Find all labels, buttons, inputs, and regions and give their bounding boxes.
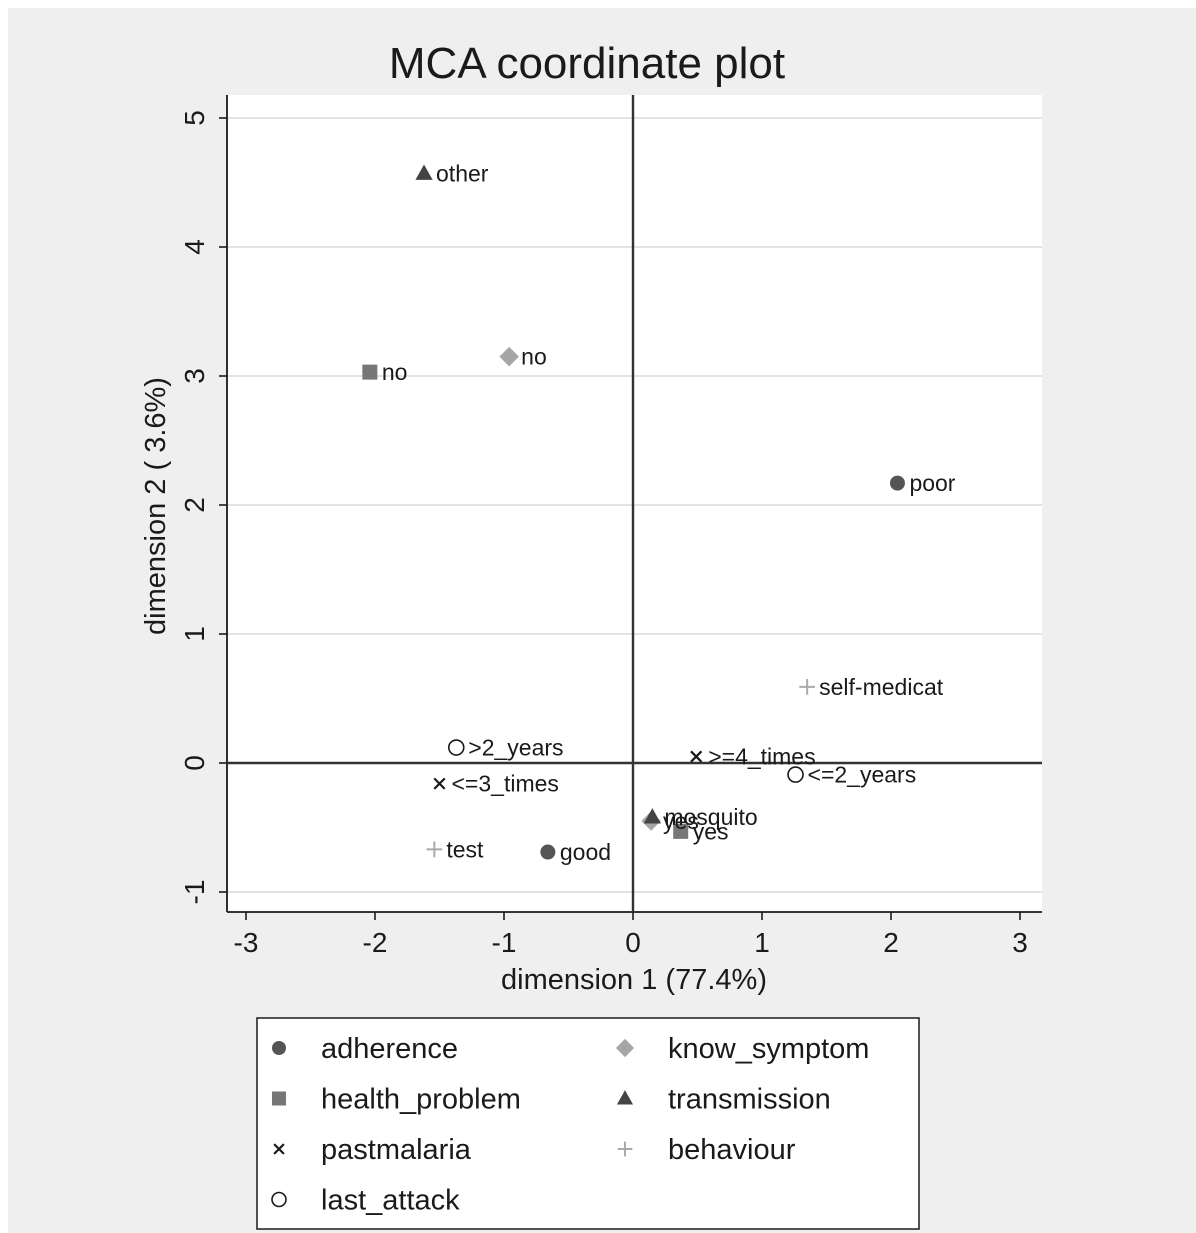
point-adherence [540, 844, 556, 860]
point-label-know_symptom: no [521, 344, 547, 370]
legend-marker-last_attack [271, 1191, 287, 1208]
y-tick-label: 0 [179, 755, 210, 771]
x-tick-label: 0 [625, 927, 641, 958]
x-tick-label: -2 [363, 927, 388, 958]
y-tick-label: 2 [179, 497, 210, 513]
point-transmission [415, 164, 433, 180]
point-label-transmission: mosquito [664, 804, 757, 830]
data-points: poor good no yes >=4_times <=3_times >2_years <… [362, 161, 956, 865]
legend-marker-pastmalaria [273, 1143, 285, 1155]
point-label-last_attack: <=2_years [808, 762, 917, 788]
point-behaviour [426, 841, 443, 858]
point-pastmalaria [690, 750, 703, 763]
legend-marker-know_symptom [615, 1038, 635, 1058]
chart-frame: -1 0 1 2 3 4 5 -3 -2 -1 0 1 2 3 poor good no yes >=4_time… [8, 8, 1196, 1233]
legend-marker-health_problem [272, 1091, 286, 1106]
x-axis-title: dimension 1 (77.4%) [501, 964, 767, 996]
x-tick-label: -1 [492, 927, 517, 958]
y-tick-label: 3 [179, 368, 210, 384]
legend-label-last_attack: last_attack [321, 1185, 460, 1217]
y-axis-title: dimension 2 ( 3.6%) [140, 377, 172, 635]
y-tick-label: 1 [179, 626, 210, 642]
point-label-behaviour: self-medicat [819, 674, 944, 700]
y-tick-label: -1 [179, 880, 210, 905]
point-label-pastmalaria: >=4_times [708, 744, 815, 770]
point-label-adherence: poor [909, 470, 955, 496]
point-last_attack [787, 766, 804, 783]
point-label-health_problem: no [382, 359, 408, 385]
point-health_problem [362, 364, 378, 380]
legend-box [256, 1017, 920, 1230]
point-label-transmission: other [436, 161, 489, 187]
point-label-last_attack: >2_years [468, 735, 563, 761]
legend-label-pastmalaria: pastmalaria [321, 1134, 472, 1166]
legend-label-transmission: transmission [668, 1084, 831, 1116]
point-label-pastmalaria: <=3_times [452, 771, 559, 797]
point-label-adherence: good [560, 839, 611, 865]
x-tick-label: 1 [754, 927, 770, 958]
axes: -1 0 1 2 3 4 5 -3 -2 -1 0 1 2 3 [179, 95, 1042, 958]
legend-label-know_symptom: know_symptom [668, 1033, 869, 1065]
point-label-behaviour: test [446, 836, 484, 862]
legend-label-health_problem: health_problem [321, 1084, 521, 1116]
legend-marker-transmission [616, 1090, 634, 1105]
y-tick-label: 4 [179, 239, 210, 255]
point-label-know_symptom: yes [663, 808, 699, 834]
point-health_problem [673, 823, 689, 839]
x-tick-label: 2 [883, 927, 899, 958]
x-tick-label: -3 [234, 927, 259, 958]
legend-marker-behaviour [617, 1141, 633, 1157]
chart-title: MCA coordinate plot [389, 39, 785, 88]
legend-label-behaviour: behaviour [668, 1134, 796, 1166]
point-label-health_problem: yes [693, 818, 729, 844]
point-know_symptom [499, 346, 519, 367]
legend: adherence health_problem pastmalaria last_a… [271, 1033, 869, 1217]
point-behaviour [799, 679, 816, 695]
mca-chart: -1 0 1 2 3 4 5 -3 -2 -1 0 1 2 3 poor good no yes >=4_time… [140, 39, 1042, 1230]
point-last_attack [447, 739, 465, 756]
plot-area [227, 95, 1042, 912]
point-transmission [643, 808, 661, 824]
point-pastmalaria [433, 777, 446, 790]
point-adherence [889, 475, 905, 491]
y-tick-label: 5 [179, 110, 210, 126]
legend-marker-adherence [272, 1041, 286, 1055]
legend-label-adherence: adherence [321, 1033, 458, 1065]
x-tick-label: 3 [1012, 927, 1028, 958]
